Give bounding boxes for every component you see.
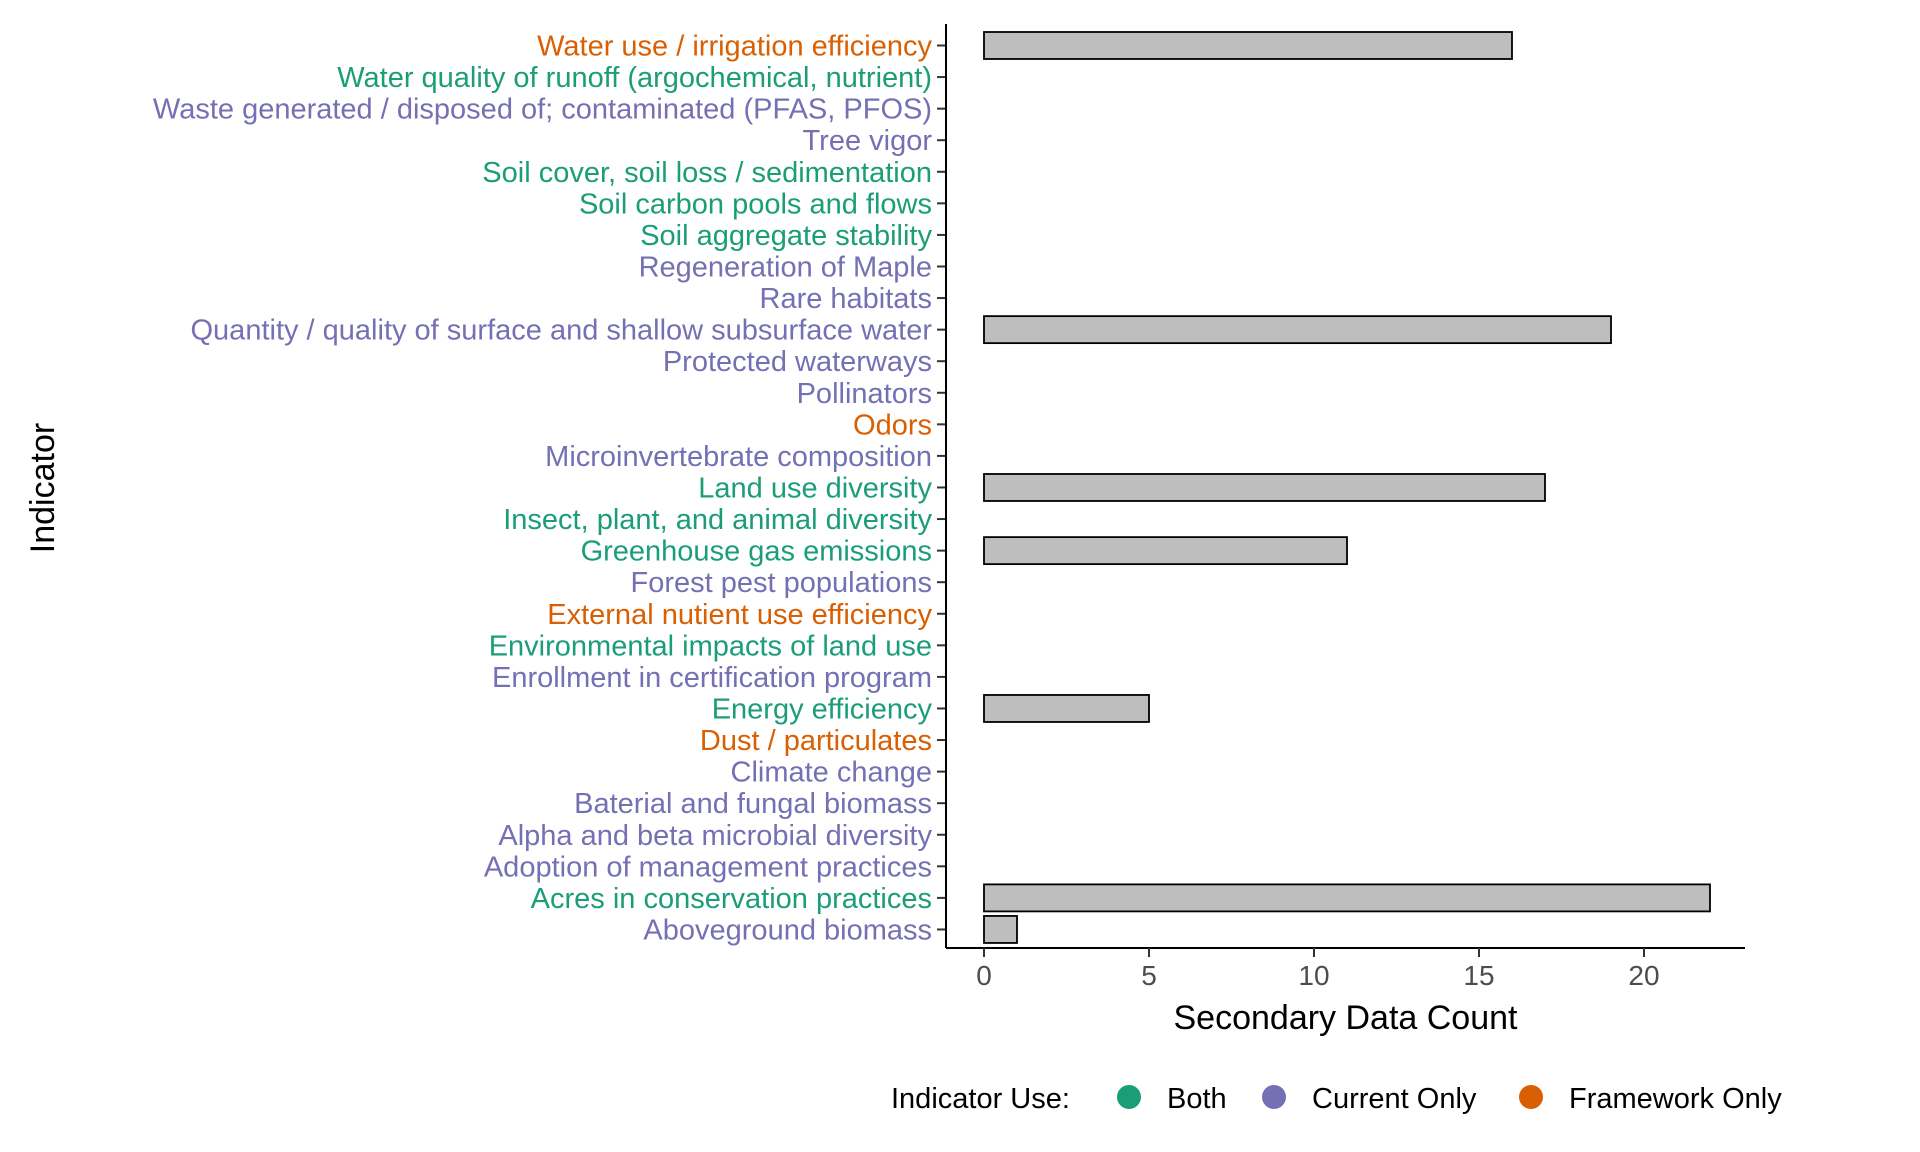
category-label: Quantity / quality of surface and shallo… bbox=[191, 315, 933, 347]
bar bbox=[983, 883, 1711, 913]
legend: Indicator Use: Both Current Only Framework… bbox=[891, 1083, 1782, 1115]
legend-item-label: Current Only bbox=[1312, 1083, 1477, 1115]
bar bbox=[983, 31, 1513, 60]
x-tick-label: 15 bbox=[1463, 960, 1494, 991]
category-label: Acres in conservation practices bbox=[531, 883, 932, 915]
category-label: External nutient use efficiency bbox=[547, 599, 932, 631]
legend-item-label: Both bbox=[1167, 1083, 1227, 1115]
category-label: Waste generated / disposed of; contamina… bbox=[153, 94, 932, 126]
category-label: Protected waterways bbox=[663, 346, 932, 378]
bar bbox=[983, 536, 1348, 566]
legend-key-dot bbox=[1262, 1085, 1286, 1109]
category-label: Greenhouse gas emissions bbox=[581, 536, 932, 568]
legend-key-dot bbox=[1519, 1085, 1543, 1109]
category-label: Insect, plant, and animal diversity bbox=[503, 504, 932, 536]
category-label: Forest pest populations bbox=[631, 567, 932, 599]
y-axis-title: Indicator bbox=[24, 423, 62, 553]
category-label: Land use diversity bbox=[698, 472, 932, 504]
category-label: Regeneration of Maple bbox=[639, 251, 932, 283]
category-label: Energy efficiency bbox=[712, 693, 933, 725]
x-tick-label: 0 bbox=[976, 960, 992, 991]
category-label: Microinvertebrate composition bbox=[545, 441, 932, 473]
category-label: Soil aggregate stability bbox=[640, 220, 932, 252]
y-ticks-group bbox=[937, 44, 946, 931]
category-label: Water quality of runoff (argochemical, n… bbox=[337, 62, 932, 94]
x-ticks-group: 0 5 10 15 20 bbox=[976, 948, 1660, 991]
x-tick-label: 20 bbox=[1628, 960, 1659, 991]
bar bbox=[983, 473, 1546, 502]
category-label: Tree vigor bbox=[803, 125, 933, 157]
x-axis-title: Secondary Data Count bbox=[1174, 999, 1519, 1037]
legend-key-dot bbox=[1117, 1085, 1141, 1109]
bar bbox=[983, 915, 1018, 944]
category-label: Enrollment in certification program bbox=[492, 662, 932, 694]
x-tick-label: 5 bbox=[1141, 960, 1157, 991]
bar bbox=[983, 315, 1612, 345]
legend-items-group: Both Current Only Framework Only bbox=[1117, 1083, 1782, 1115]
category-label: Alpha and beta microbial diversity bbox=[498, 820, 932, 852]
category-label: Soil cover, soil loss / sedimentation bbox=[482, 157, 932, 189]
category-label: Environmental impacts of land use bbox=[489, 630, 932, 662]
category-label: Climate change bbox=[731, 757, 933, 789]
legend-title: Indicator Use: bbox=[891, 1083, 1070, 1115]
category-label: Aboveground biomass bbox=[643, 914, 932, 946]
bar bbox=[983, 694, 1150, 723]
category-label: Soil carbon pools and flows bbox=[579, 188, 932, 220]
category-label: Adoption of management practices bbox=[484, 851, 932, 883]
category-label: Water use / irrigation efficiency bbox=[537, 31, 932, 63]
bars-group bbox=[983, 31, 1711, 944]
category-label: Dust / particulates bbox=[700, 725, 932, 757]
category-label: Pollinators bbox=[797, 378, 932, 410]
category-label: Rare habitats bbox=[760, 283, 933, 315]
category-label: Baterial and fungal biomass bbox=[574, 788, 932, 820]
category-label: Odors bbox=[853, 409, 932, 441]
x-tick-label: 10 bbox=[1298, 960, 1329, 991]
legend-item-label: Framework Only bbox=[1569, 1083, 1782, 1115]
